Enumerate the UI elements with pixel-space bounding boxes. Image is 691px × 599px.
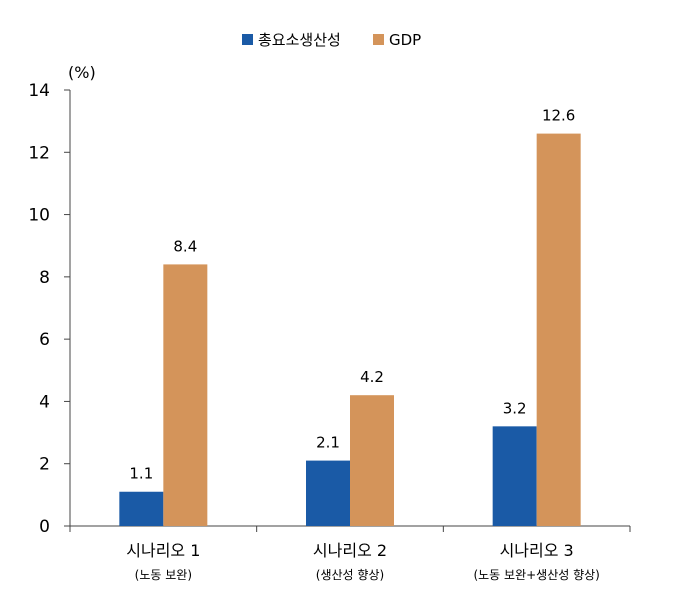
bars: [119, 133, 581, 526]
y-tick-label: 0: [39, 517, 50, 537]
y-tick-label: 10: [28, 206, 50, 226]
legend-swatch-tfp: [242, 34, 253, 45]
data-label: 3.2: [503, 399, 527, 417]
data-label: 2.1: [316, 434, 340, 452]
bar-tfp: [119, 491, 164, 526]
category-label: 시나리오 3: [500, 541, 574, 560]
bar-gdp: [536, 133, 581, 526]
x-axis-ticks: [69, 526, 631, 532]
y-axis-ticks: 0 2 4 6 8 10 12 14: [28, 81, 70, 537]
bar-gdp: [350, 395, 394, 526]
category-sublabel: (노동 보완+생산성 향상): [473, 568, 599, 582]
bar-tfp: [306, 460, 350, 526]
y-tick-label: 8: [39, 268, 50, 288]
legend: 총요소생산성 GDP: [242, 31, 421, 49]
legend-label-tfp: 총요소생산성: [258, 31, 341, 49]
category-sublabel: (생산성 향상): [316, 568, 384, 582]
y-tick-label: 4: [39, 392, 50, 412]
y-tick-label: 12: [28, 143, 50, 163]
legend-label-gdp: GDP: [389, 31, 421, 49]
data-labels: 1.1 2.1 3.2 8.4 4.2 12.6: [129, 107, 575, 483]
data-label: 12.6: [542, 107, 575, 125]
legend-swatch-gdp: [373, 34, 384, 45]
data-label: 4.2: [360, 368, 384, 386]
y-tick-label: 2: [39, 455, 50, 475]
category-sublabel: (노동 보완): [135, 568, 192, 582]
data-label: 8.4: [173, 237, 197, 255]
bar-tfp: [492, 426, 537, 526]
category-label: 시나리오 2: [313, 541, 387, 560]
data-label: 1.1: [129, 465, 153, 483]
y-axis-unit-label: (%): [68, 63, 96, 82]
bar-gdp: [163, 264, 208, 526]
y-tick-label: 14: [28, 81, 50, 101]
category-labels: 시나리오 1 (노동 보완) 시나리오 2 (생산성 향상) 시나리오 3 (노동 보완+…: [126, 541, 600, 582]
y-tick-label: 6: [39, 330, 50, 350]
category-label: 시나리오 1: [126, 541, 200, 560]
